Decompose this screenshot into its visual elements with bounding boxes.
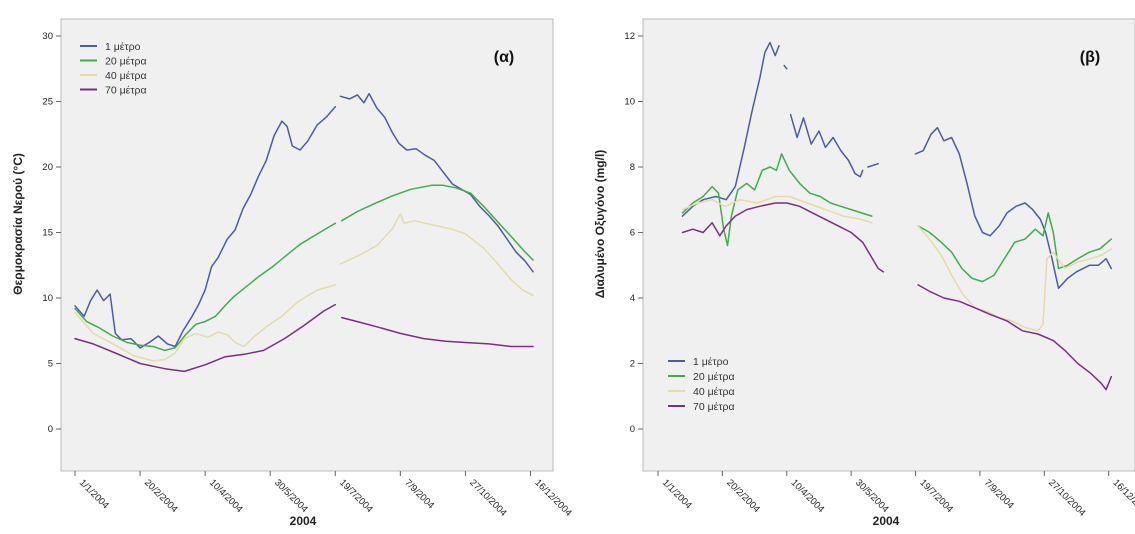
y-tick-label: 12 <box>624 31 635 42</box>
panel-beta: 0 2 4 6 8 10 12 1/1/2004 20/2/2004 10/4/2004 30/5/… <box>593 18 1135 528</box>
panel-label: (β) <box>1080 49 1100 66</box>
x-tick-label: 20/2/2004 <box>142 477 180 515</box>
x-tick-label: 19/7/2004 <box>337 477 375 515</box>
y-tick-label: 0 <box>630 424 635 435</box>
series-line <box>681 202 1113 391</box>
y-axis-title: Θερμοκρασία Νερού (°C) <box>11 153 25 295</box>
y-tick-label: 20 <box>42 162 53 173</box>
x-tick-label: 1/1/2004 <box>77 477 111 511</box>
y-tick-label: 6 <box>630 228 635 239</box>
y-tick-label: 4 <box>630 293 635 304</box>
x-tick-label: 30/5/2004 <box>272 477 310 515</box>
x-tick-label: 16/12/2004 <box>532 477 573 518</box>
legend-entry: 70 μέτρα <box>105 85 147 97</box>
x-tick-label: 30/5/2004 <box>853 477 891 515</box>
series-line <box>681 195 1113 332</box>
x-tick-label: 7/9/2004 <box>982 477 1016 511</box>
x-tick-label: 16/12/2004 <box>1111 477 1135 518</box>
x-tick-label: 7/9/2004 <box>402 477 436 511</box>
y-tick-label: 5 <box>48 359 53 370</box>
x-axis-title: 2004 <box>873 514 900 528</box>
x-axis-title: 2004 <box>290 514 317 528</box>
series-line <box>74 213 534 362</box>
plot-area <box>60 18 554 472</box>
x-tick-label: 19/7/2004 <box>917 477 955 515</box>
y-tick-label: 0 <box>48 424 53 435</box>
series-line <box>74 184 534 352</box>
legend-entry: 40 μέτρα <box>105 70 147 82</box>
y-tick-label: 8 <box>630 162 635 173</box>
legend-entry: 1 μέτρο <box>105 41 141 53</box>
series-line <box>681 41 1113 289</box>
plot-area <box>642 18 1135 472</box>
y-tick-label: 15 <box>42 228 53 239</box>
series-line <box>74 303 534 373</box>
x-tick-label: 27/10/2004 <box>1046 477 1087 518</box>
legend-entry: 20 μέτρα <box>693 371 735 383</box>
y-tick-label: 30 <box>42 31 53 42</box>
panel-alpha: 0 5 10 15 20 25 30 1/1/2004 20/2/2004 10/4/2004 30… <box>11 18 574 528</box>
y-axis-title: Διαλυμένο Οξυγόνο (mg/l) <box>593 150 607 299</box>
y-tick-label: 10 <box>624 97 635 108</box>
x-tick-label: 10/4/2004 <box>207 477 245 515</box>
x-tick-label: 1/1/2004 <box>660 477 694 511</box>
legend-entry: 40 μέτρα <box>693 386 735 398</box>
legend-entry: 70 μέτρα <box>693 401 735 413</box>
y-tick-label: 2 <box>630 359 635 370</box>
y-tick-label: 10 <box>42 293 53 304</box>
legend-entry: 20 μέτρα <box>105 56 147 68</box>
legend-entry: 1 μέτρο <box>693 356 729 368</box>
x-tick-label: 10/4/2004 <box>789 477 827 515</box>
x-tick-label: 27/10/2004 <box>467 477 508 518</box>
series-line <box>681 153 1113 283</box>
y-tick-label: 25 <box>42 97 53 108</box>
x-tick-label: 20/2/2004 <box>724 477 762 515</box>
series-line <box>74 92 534 349</box>
panel-label: (α) <box>494 49 515 66</box>
